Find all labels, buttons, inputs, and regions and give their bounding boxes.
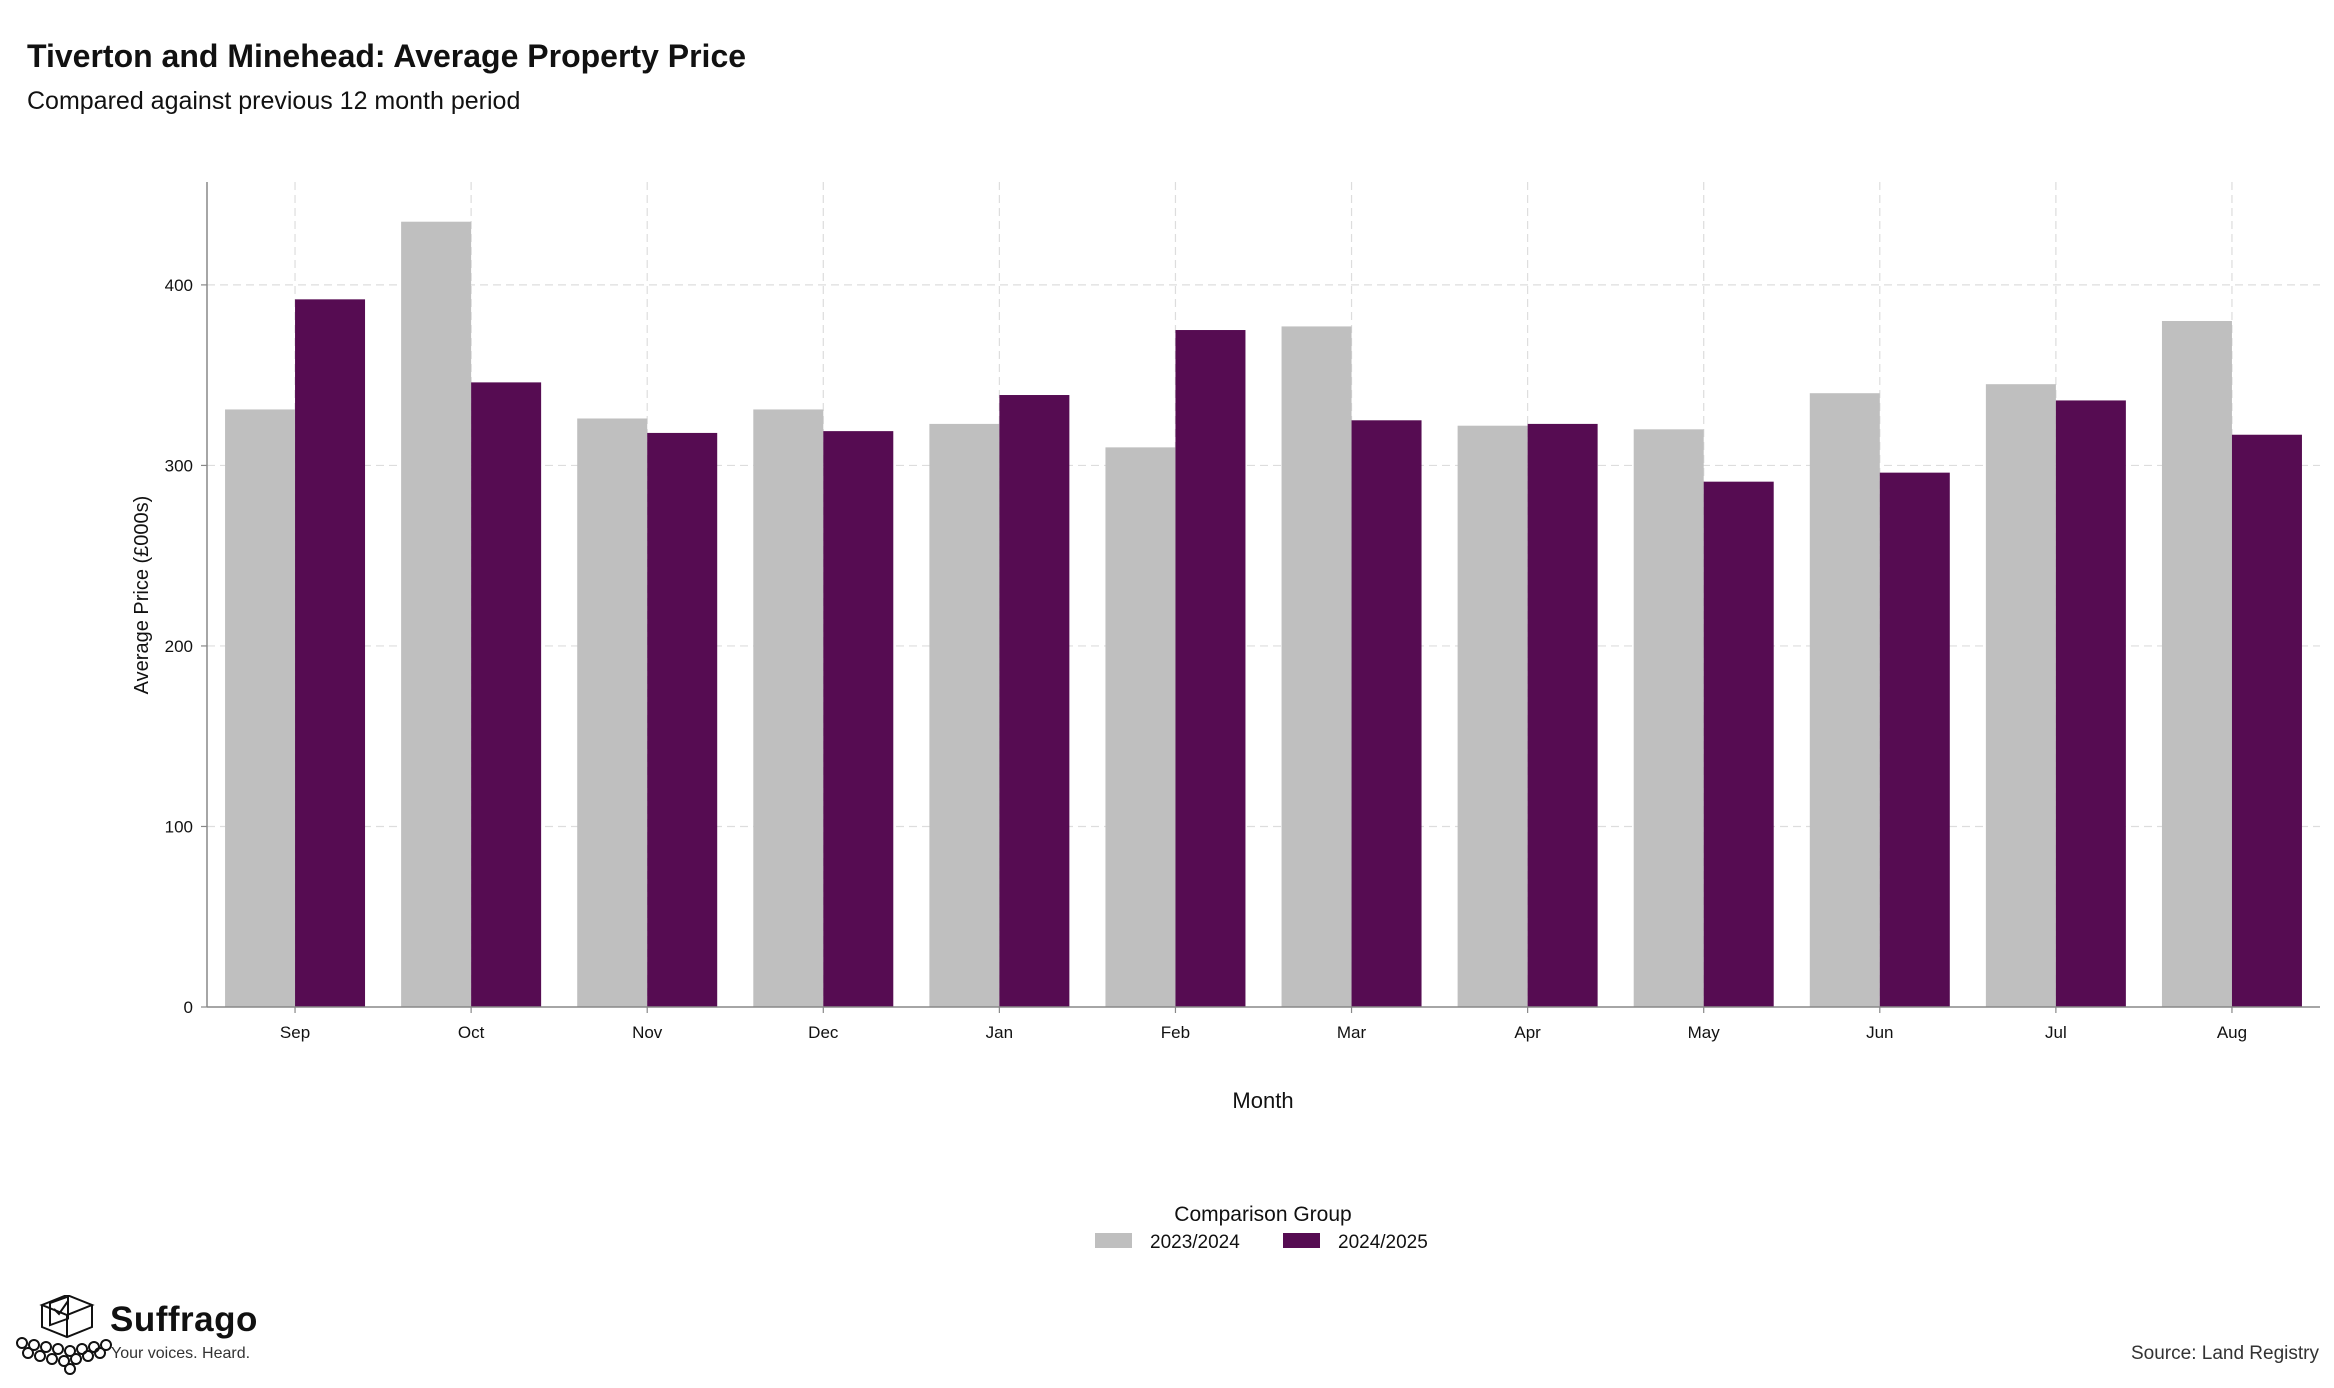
bar-2023-2024-jul [1985, 384, 2056, 1007]
bar-2023-2024-feb [1105, 447, 1176, 1008]
bar-2024-2025-oct [471, 382, 542, 1007]
source-note: Source: Land Registry [2131, 1343, 2319, 1364]
bar-2024-2025-nov [647, 432, 718, 1007]
y-tick-label: 100 [165, 817, 193, 836]
x-tick-label: May [1688, 1023, 1721, 1042]
y-tick-label: 400 [165, 276, 193, 295]
bar-2023-2024-may [1633, 429, 1704, 1008]
legend-label: 2024/2025 [1338, 1232, 1428, 1253]
bar-2024-2025-may [1703, 481, 1774, 1008]
bar-2024-2025-sep [295, 299, 366, 1007]
x-tick-label: Sep [280, 1023, 310, 1042]
x-tick-label: Nov [632, 1023, 663, 1042]
brand-tagline: Your voices. Heard. [111, 1345, 251, 1362]
bar-2023-2024-dec [753, 409, 824, 1008]
bar-2024-2025-feb [1175, 330, 1246, 1007]
bar-2023-2024-nov [577, 418, 648, 1007]
x-tick-label: Jul [2045, 1023, 2067, 1042]
legend: Comparison Group 2023/2024 2024/2025 [1095, 1203, 1428, 1253]
bar-2024-2025-jul [2055, 400, 2126, 1008]
chart-title: Tiverton and Minehead: Average Property … [27, 38, 747, 74]
y-tick-label: 200 [165, 637, 193, 656]
tick-labels: 0 100 200 300 400 Sep Oct Nov Dec Jan Feb Mar Apr May… [165, 276, 2247, 1042]
x-tick-label: Apr [1514, 1023, 1541, 1042]
y-tick-label: 0 [184, 998, 193, 1017]
axes [206, 182, 2320, 1008]
bar-2023-2024-jun [1809, 393, 1880, 1007]
bar-2023-2024-sep [225, 409, 296, 1008]
bar-2024-2025-jun [1879, 472, 1950, 1007]
chart-subtitle: Compared against previous 12 month perio… [27, 87, 521, 115]
x-tick-label: Jan [986, 1023, 1013, 1042]
bar-2023-2024-jan [929, 423, 1000, 1008]
legend-swatch [1283, 1233, 1320, 1248]
x-tick-label: Oct [458, 1023, 485, 1042]
ballot-box-icon [16, 1295, 112, 1375]
legend-label: 2023/2024 [1150, 1232, 1240, 1253]
bar-2024-2025-dec [823, 431, 894, 1007]
legend-title: Comparison Group [1174, 1203, 1351, 1226]
x-tick-label: Jun [1866, 1023, 1893, 1042]
brand-name: Suffrago [110, 1300, 258, 1339]
bar-2024-2025-mar [1351, 420, 1422, 1007]
bars [225, 221, 2302, 1008]
x-axis-label: Month [1232, 1088, 1293, 1113]
bar-2024-2025-apr [1527, 423, 1598, 1008]
x-tick-label: Mar [1337, 1023, 1367, 1042]
x-tick-label: Dec [808, 1023, 839, 1042]
x-tick-label: Feb [1161, 1023, 1190, 1042]
y-tick-label: 300 [165, 456, 193, 475]
bar-2023-2024-aug [2161, 321, 2232, 1007]
bar-2023-2024-apr [1457, 425, 1528, 1007]
y-axis-label: Average Price (£000s) [131, 496, 153, 695]
x-tick-label: Aug [2217, 1023, 2247, 1042]
bar-2024-2025-aug [2231, 434, 2302, 1007]
bar-2023-2024-mar [1281, 326, 1352, 1007]
legend-swatch [1095, 1233, 1132, 1248]
bar-2023-2024-oct [401, 221, 472, 1008]
bar-2024-2025-jan [999, 395, 1070, 1008]
